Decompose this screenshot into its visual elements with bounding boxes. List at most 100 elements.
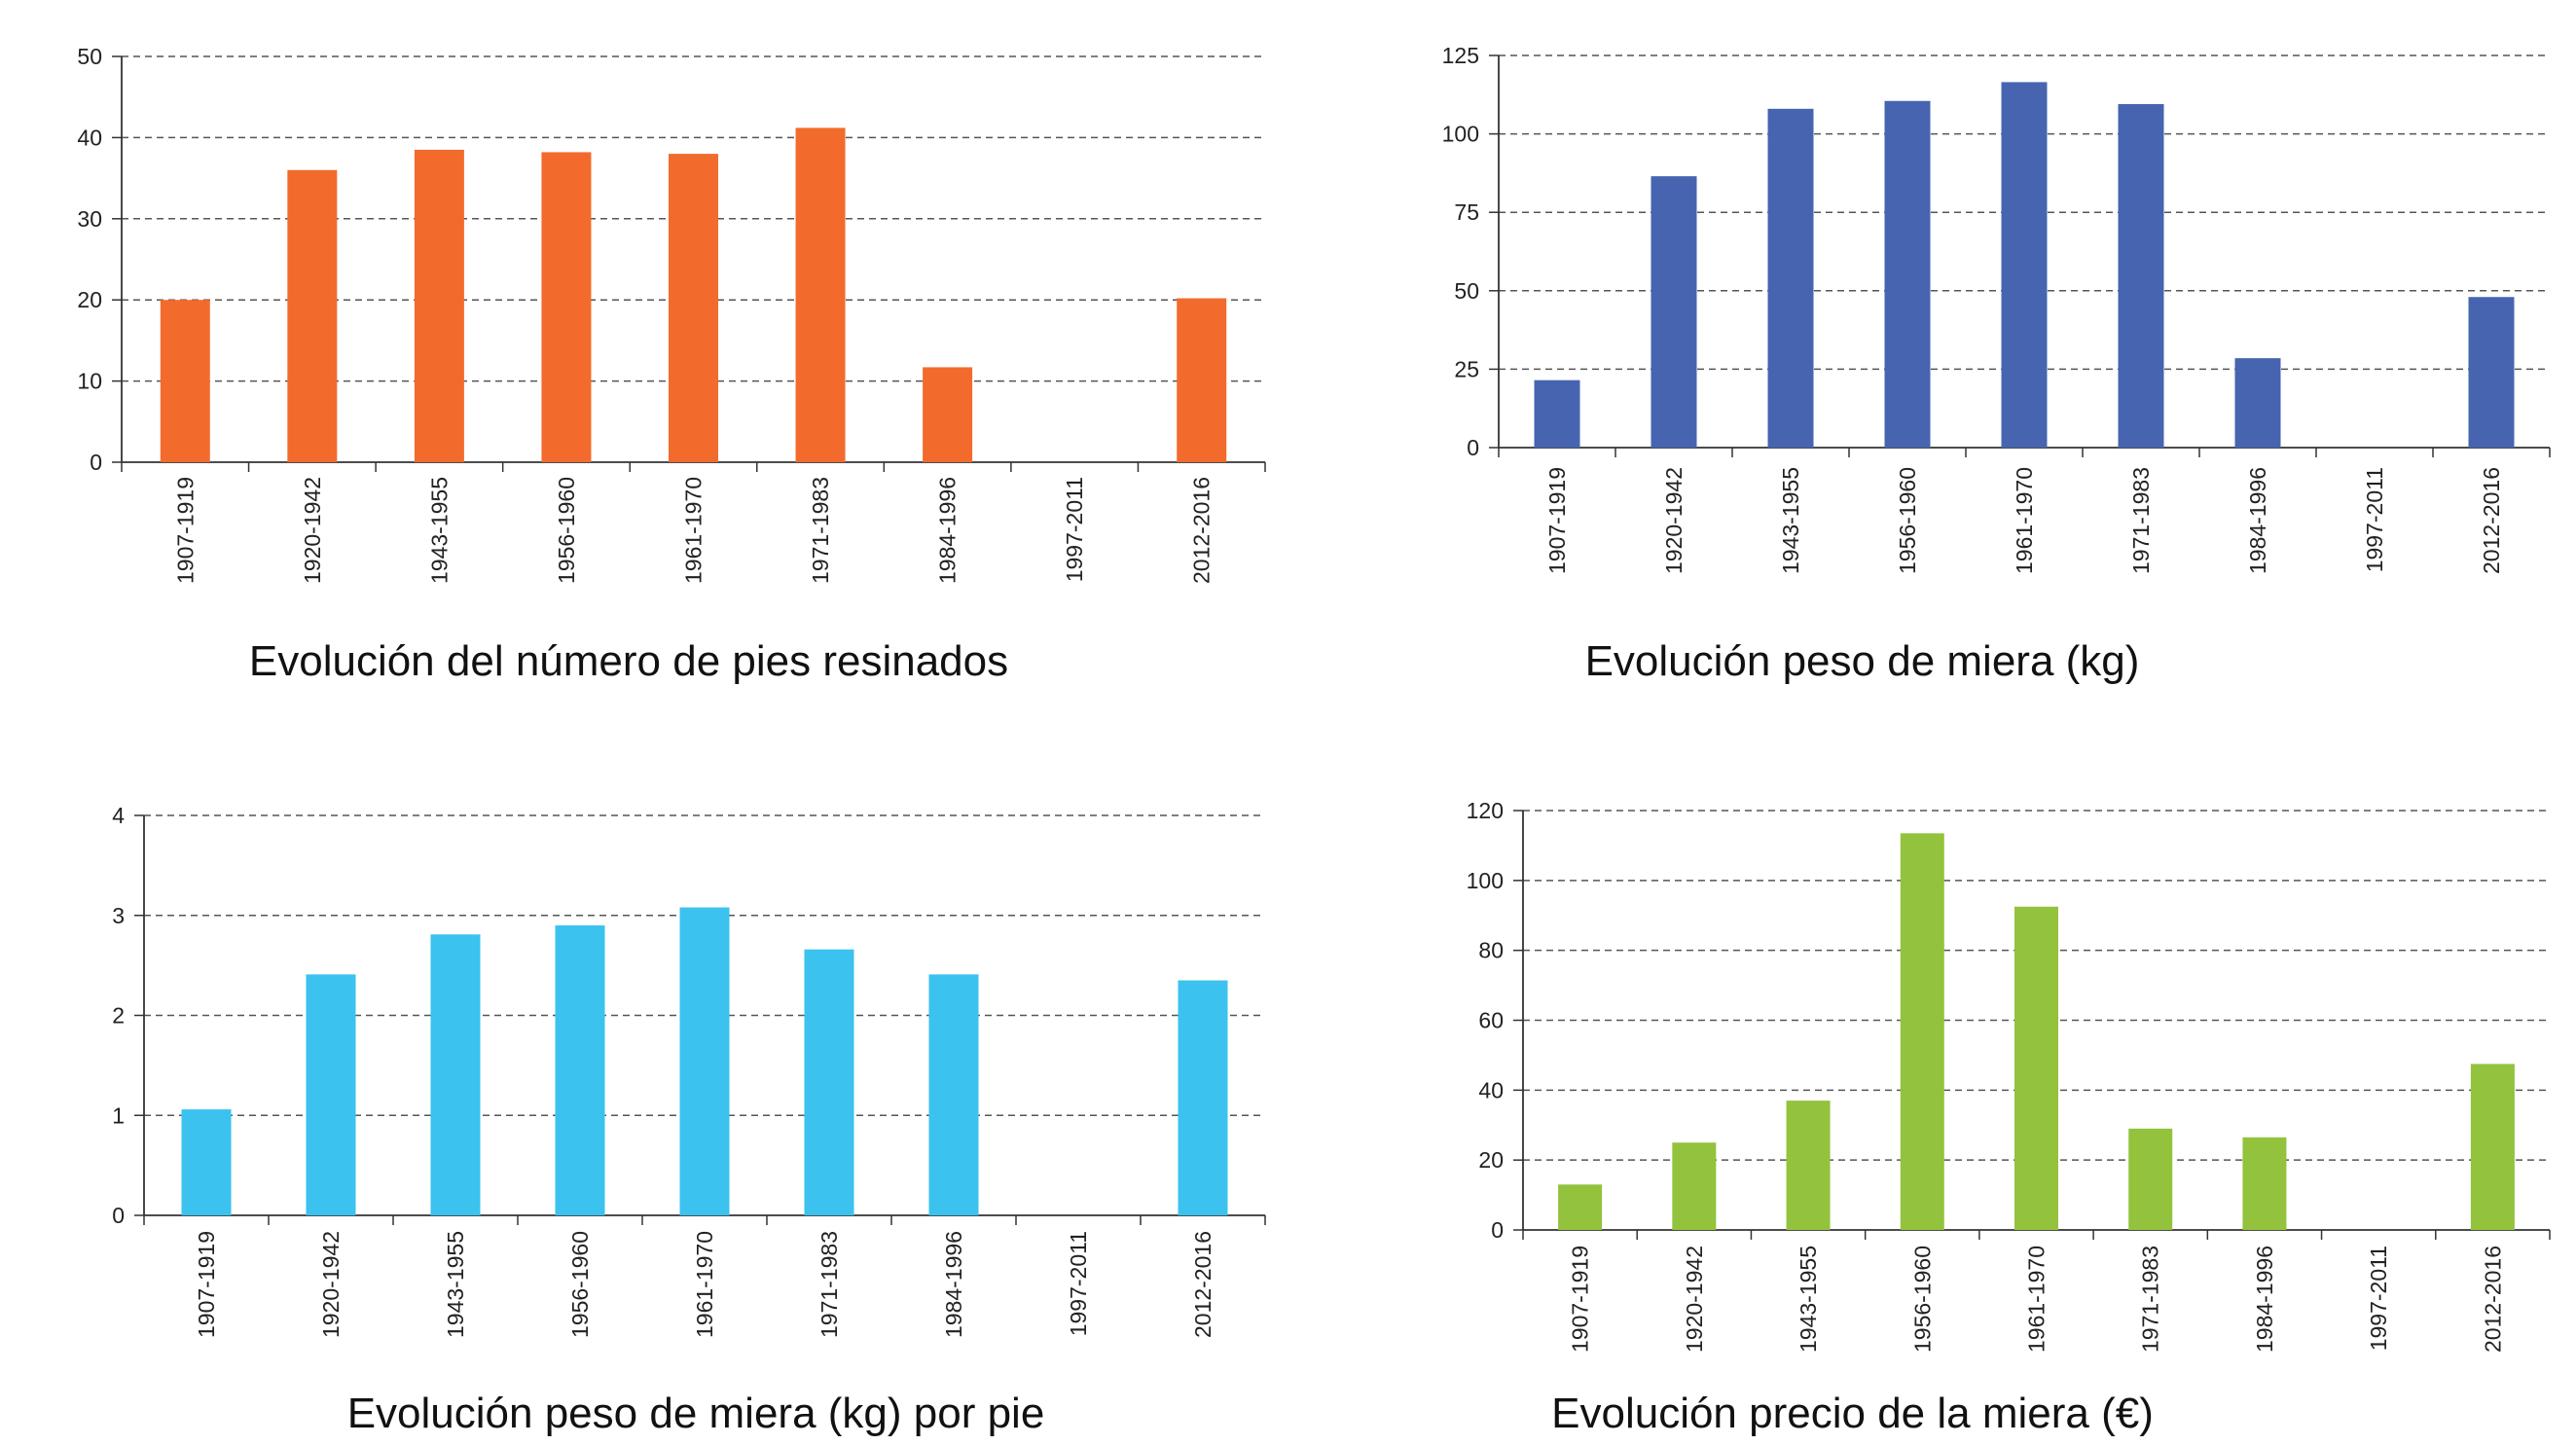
x-tick-label: 1971-1983 <box>2138 1246 2163 1353</box>
bar-1971-1983 <box>2118 103 2164 449</box>
x-tick-label: 1943-1955 <box>1778 467 1803 574</box>
x-tick-label: 1984-1996 <box>2245 467 2270 574</box>
bar-1920-1942 <box>287 169 338 462</box>
x-tick-label: 1907-1919 <box>1568 1246 1593 1353</box>
x-tick-label: 1956-1960 <box>1895 467 1920 574</box>
bar-1971-1983 <box>795 127 846 462</box>
y-tick-label: 120 <box>1467 798 1504 823</box>
chart-title: Evolución peso de miera (kg) <box>1584 637 2140 685</box>
chart-panel-precio-miera: 0 20 40 60 80 100 120 1907-1919 1920-1942 1943-19… <box>1285 720 2576 1445</box>
x-tick-label: 1943-1955 <box>443 1231 468 1338</box>
chart-svg-pies-resinados: 0 10 20 30 40 50 1907-1919 1920-1942 1943-1955 19… <box>77 44 1266 584</box>
x-tick-label: 1920-1942 <box>300 477 325 584</box>
x-tick-label: 1971-1983 <box>2128 467 2154 574</box>
y-tick-label: 0 <box>90 450 102 475</box>
bar-1971-1983 <box>2128 1128 2173 1230</box>
chart-title: Evolución precio de la miera (€) <box>1551 1390 2154 1437</box>
x-tick-label: 2012-2016 <box>1190 1231 1215 1338</box>
bar-2012-2016 <box>2470 1064 2515 1230</box>
bar-1943-1955 <box>430 934 481 1215</box>
y-tick-label: 0 <box>1467 435 1479 460</box>
y-tick-label: 125 <box>1442 43 1479 68</box>
bar-1984-1996 <box>923 367 973 462</box>
y-tick-label: 80 <box>1478 938 1504 963</box>
x-tick-label: 2012-2016 <box>1189 477 1215 584</box>
y-tick-label: 30 <box>77 206 102 232</box>
y-tick-label: 2 <box>112 1003 125 1029</box>
x-tick-label: 1961-1970 <box>681 477 707 584</box>
y-tick-label: 20 <box>1478 1147 1504 1173</box>
bar-1956-1960 <box>555 925 605 1215</box>
x-tick-label: 2012-2016 <box>2480 1246 2505 1353</box>
bar-1971-1983 <box>804 949 854 1215</box>
x-tick-label: 1997-2011 <box>2362 467 2387 572</box>
x-tick-label: 1920-1942 <box>1682 1246 1707 1353</box>
x-tick-label: 1920-1942 <box>318 1231 344 1338</box>
y-tick-label: 75 <box>1454 199 1479 225</box>
x-tick-label: 1943-1955 <box>1796 1246 1821 1353</box>
bar-1984-1996 <box>2242 1137 2287 1230</box>
y-tick-label: 4 <box>112 803 125 828</box>
x-tick-label: 1920-1942 <box>1661 467 1687 574</box>
bar-1943-1955 <box>1786 1101 1831 1230</box>
chart-panel-pies-resinados: 0 10 20 30 40 50 1907-1919 1920-1942 1943-1955 19… <box>0 0 1285 720</box>
x-tick-label: 1907-1919 <box>194 1231 219 1338</box>
y-tick-label: 3 <box>112 903 125 928</box>
chart-title: Evolución del número de pies resinados <box>248 637 1009 685</box>
chart-panel-peso-miera: 0 25 50 75 100 125 1907-1919 1920-1942 1943-1955… <box>1285 0 2576 720</box>
y-tick-label: 40 <box>77 125 102 150</box>
x-tick-label: 1997-2011 <box>1062 477 1087 582</box>
x-tick-label: 1907-1919 <box>1544 467 1570 574</box>
bar-1961-1970 <box>2001 82 2048 449</box>
y-tick-label: 50 <box>77 44 102 69</box>
bar-1961-1970 <box>679 907 730 1215</box>
x-tick-label: 1997-2011 <box>1066 1231 1091 1336</box>
chart-panel-peso-por-pie: 0 1 2 3 4 1907-1919 1920-1942 1943-1955 1956-196… <box>0 720 1285 1445</box>
chart-svg-peso-miera: 0 25 50 75 100 125 1907-1919 1920-1942 1943-1955… <box>1442 43 2551 574</box>
y-tick-label: 50 <box>1454 278 1479 304</box>
y-tick-label: 100 <box>1442 122 1479 147</box>
bar-1943-1955 <box>1767 108 1814 449</box>
y-tick-label: 1 <box>112 1102 125 1128</box>
bar-1956-1960 <box>1884 100 1931 449</box>
y-tick-label: 0 <box>1491 1217 1504 1243</box>
chart-svg-peso-por-pie: 0 1 2 3 4 1907-1919 1920-1942 1943-1955 1956-196… <box>112 803 1266 1338</box>
bar-1920-1942 <box>1672 1142 1717 1230</box>
bar-1961-1970 <box>669 154 718 462</box>
bar-1956-1960 <box>1900 833 1944 1230</box>
x-tick-label: 1997-2011 <box>2366 1246 2391 1351</box>
bar-1984-1996 <box>928 974 979 1215</box>
bar-1920-1942 <box>306 974 356 1215</box>
chart-title: Evolución peso de miera (kg) por pie <box>346 1390 1045 1437</box>
x-tick-label: 1984-1996 <box>2252 1246 2277 1353</box>
y-tick-label: 60 <box>1478 1008 1504 1033</box>
x-tick-label: 1984-1996 <box>941 1231 966 1338</box>
bar-1907-1919 <box>181 1109 232 1215</box>
x-tick-label: 1956-1960 <box>554 477 579 584</box>
x-tick-label: 1971-1983 <box>808 477 833 584</box>
bar-1907-1919 <box>160 300 210 462</box>
x-tick-label: 1984-1996 <box>935 477 961 584</box>
y-tick-label: 10 <box>77 369 102 394</box>
y-tick-label: 100 <box>1467 868 1504 893</box>
x-tick-label: 1907-1919 <box>172 477 198 584</box>
x-tick-label: 1971-1983 <box>816 1231 842 1338</box>
x-tick-label: 1961-1970 <box>2024 1246 2050 1353</box>
bar-2012-2016 <box>2468 297 2515 448</box>
y-tick-label: 25 <box>1454 356 1479 381</box>
x-tick-label: 1956-1960 <box>567 1231 593 1338</box>
chart-svg-precio-miera: 0 20 40 60 80 100 120 1907-1919 1920-1942 1943-19… <box>1467 798 2551 1353</box>
bar-1961-1970 <box>2014 906 2058 1230</box>
x-tick-label: 1943-1955 <box>426 477 452 584</box>
y-tick-label: 0 <box>112 1203 125 1228</box>
bar-1956-1960 <box>541 152 592 463</box>
x-tick-label: 1961-1970 <box>692 1231 717 1338</box>
y-tick-label: 20 <box>77 287 102 312</box>
x-tick-label: 2012-2016 <box>2479 467 2504 574</box>
bar-1907-1919 <box>1558 1184 1603 1230</box>
bar-2012-2016 <box>1177 298 1227 462</box>
x-tick-label: 1961-1970 <box>2012 467 2037 574</box>
bar-1984-1996 <box>2234 358 2281 448</box>
y-tick-label: 40 <box>1478 1077 1504 1102</box>
bar-1943-1955 <box>414 149 464 462</box>
